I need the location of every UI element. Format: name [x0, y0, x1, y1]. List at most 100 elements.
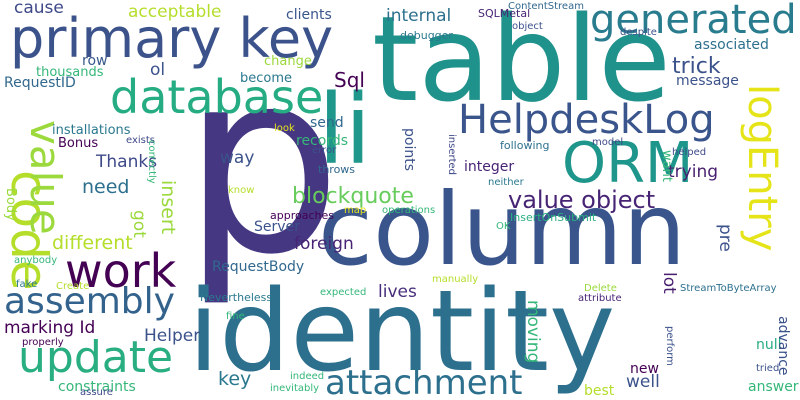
word-p: p [182, 17, 342, 310]
word-assure: assure [80, 387, 113, 398]
word-different: different [52, 232, 133, 254]
word-primary-key: primary key [10, 7, 334, 70]
word-debugger: debugger [400, 29, 453, 42]
word-sql: Sql [334, 68, 365, 92]
word-sqlmetal: SQLMetal [478, 7, 531, 20]
word-row: row [82, 53, 108, 69]
word-insert: insert [157, 180, 179, 235]
word-approaches: approaches [270, 209, 334, 222]
word-know: know [228, 185, 255, 196]
word-want: want [659, 150, 674, 182]
word-value: value [21, 120, 70, 235]
word-nevertheless: Nevertheless [200, 291, 273, 304]
word-insertonsubmit: InsertOnSubmit [510, 211, 597, 224]
word-fake: fake [16, 279, 38, 290]
word-advance: advance [775, 316, 791, 376]
word-operations: operations [382, 205, 436, 216]
word-update: update [18, 332, 174, 383]
word-requestid: RequestID [4, 75, 76, 91]
word-throws: throws [318, 163, 356, 176]
word-streamtobytearray: StreamToByteArray [680, 283, 777, 294]
word-need: need [82, 176, 130, 198]
word-perform: perform [664, 326, 675, 366]
word-foreign: foreign [294, 234, 354, 254]
word-pre: pre [715, 224, 735, 252]
word-internal: internal [386, 6, 452, 26]
word-orm: ORM [562, 131, 694, 196]
word-identity: identity [188, 267, 616, 397]
word-tried: tried [756, 363, 780, 374]
word-logentry: logEntry [739, 84, 785, 252]
word-assembly: assembly [4, 281, 175, 322]
word-work: work [65, 244, 177, 298]
word-helped: helped [672, 147, 707, 158]
word-expected: expected [320, 287, 367, 298]
word-message: message [676, 73, 739, 89]
word-create: Create [56, 281, 90, 292]
word-cause: cause [14, 0, 64, 18]
word-got: got [129, 210, 149, 238]
word-neither: neither [488, 177, 524, 188]
word-constraints: constraints [58, 379, 136, 395]
word-installations: installations [52, 123, 131, 138]
word-change: change [264, 54, 312, 69]
word-column: column [318, 171, 687, 288]
word-trick: trick [672, 54, 721, 79]
word-answer: answer [748, 379, 799, 395]
word-map: map [344, 205, 367, 216]
word-ol: ol [150, 60, 166, 80]
word-lot: lot [659, 272, 679, 294]
word-server: Server [254, 219, 300, 235]
word-correctly: correctly [146, 140, 157, 184]
word-trying: trying [668, 162, 719, 182]
word-value-object: value object [508, 186, 656, 214]
word-exists: exists [126, 135, 156, 146]
word-new: new [630, 361, 659, 377]
word-look: look [274, 123, 295, 134]
word-attribute: attribute [578, 293, 622, 304]
word-bonus: Bonus [58, 136, 99, 151]
word-fine: fine [226, 311, 245, 322]
word-lives: lives [378, 282, 417, 302]
word-marking-id: marking Id [4, 318, 96, 338]
word-null: null [756, 337, 782, 353]
word-way: way [220, 148, 255, 168]
word-helper: Helper [144, 326, 201, 346]
word-error: error [312, 145, 337, 156]
word-thanks: Thanks [96, 152, 158, 172]
word-best: best [584, 383, 615, 399]
word-associated: associated [694, 37, 769, 53]
word-attachment: attachment [325, 363, 523, 400]
word-inserted: inserted [446, 134, 457, 176]
word-key: key [218, 368, 252, 390]
word-model: model [592, 137, 624, 148]
word-table: table [372, 0, 671, 128]
word-delete: Delete [584, 283, 617, 294]
word-blockquote: blockquote [292, 184, 414, 209]
word-despite: despite [620, 27, 657, 38]
word-generated: generated [590, 0, 797, 43]
word-body: Body [3, 188, 18, 221]
word-contentstream: ContentStream [508, 1, 584, 12]
word-requestbody: RequestBody [212, 259, 305, 275]
word-li: li [318, 74, 372, 186]
word-clients: clients [286, 7, 332, 23]
word-well: well [626, 372, 660, 392]
word-following: following [500, 139, 550, 152]
word-thousands: thousands [36, 65, 104, 80]
word-ok: OK [496, 221, 511, 232]
word-records: records [296, 133, 349, 149]
word-properly: properly [22, 337, 64, 348]
word-indeed: indeed [290, 371, 325, 382]
word-helpdesklog: HelpdeskLog [458, 97, 715, 143]
word-points: points [401, 128, 417, 171]
word-inevitably: inevitably [270, 383, 320, 394]
word-anybody: anybody [14, 255, 58, 266]
word-become: become [240, 71, 293, 86]
word-manually: manually [432, 274, 479, 285]
word-acceptable: acceptable [128, 2, 222, 22]
word-code: code [0, 170, 58, 291]
word-moving: moving [523, 300, 543, 364]
word-send: send [310, 115, 344, 131]
